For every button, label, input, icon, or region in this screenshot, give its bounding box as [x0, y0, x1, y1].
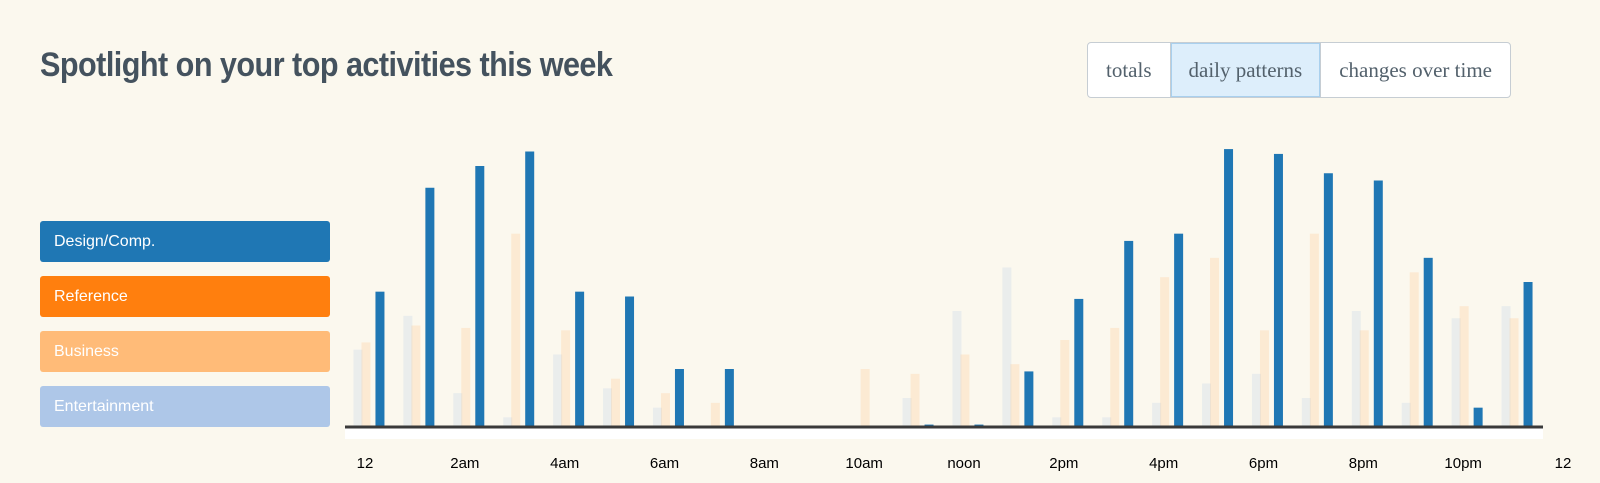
bar-business-3: [511, 233, 521, 427]
x-tick-label: 8am: [750, 455, 779, 472]
bar-business-10: [860, 369, 870, 427]
bar-entertainment-20: [1351, 311, 1361, 427]
x-tick-label: 12: [1555, 455, 1572, 472]
bar-business-1: [411, 325, 421, 427]
x-tick-label: 6am: [650, 455, 679, 472]
x-tick-label: 10pm: [1444, 455, 1482, 472]
bar-design-comp--2: [475, 166, 485, 427]
bar-business-0: [361, 342, 371, 427]
bar-business-20: [1359, 330, 1369, 427]
bar-business-18: [1259, 330, 1269, 427]
bar-design-comp--6: [674, 369, 684, 427]
bar-business-12: [960, 354, 970, 427]
bar-entertainment-15: [1102, 417, 1112, 427]
bar-entertainment-19: [1301, 398, 1311, 427]
bar-entertainment-21: [1401, 402, 1411, 427]
bar-business-15: [1110, 327, 1120, 427]
bar-business-17: [1210, 257, 1220, 427]
legend-item-business[interactable]: Business: [40, 331, 330, 372]
bar-design-comp--21: [1423, 257, 1433, 427]
bar-design-comp--3: [525, 151, 535, 427]
tab-totals[interactable]: totals: [1088, 43, 1171, 97]
bar-design-comp--23: [1523, 282, 1533, 427]
bar-entertainment-11: [902, 398, 912, 427]
axis-band: [345, 427, 1543, 439]
bar-business-11: [910, 373, 920, 427]
tab-daily-patterns[interactable]: daily patterns: [1170, 43, 1322, 97]
bar-design-comp--7: [724, 369, 734, 427]
x-tick-label: 12: [357, 455, 374, 472]
bar-entertainment-5: [603, 388, 613, 427]
bar-entertainment-13: [1002, 267, 1012, 427]
bar-business-22: [1459, 306, 1469, 427]
x-tick-label: 10am: [845, 455, 883, 472]
bar-business-13: [1010, 364, 1020, 427]
bar-design-comp--15: [1124, 240, 1134, 427]
bar-entertainment-2: [453, 393, 463, 427]
bar-design-comp--18: [1273, 153, 1283, 427]
bar-business-2: [461, 327, 471, 427]
bar-entertainment-0: [353, 349, 363, 427]
legend: Design/Comp. Reference Business Entertai…: [40, 221, 330, 441]
bar-business-23: [1509, 318, 1519, 427]
bar-entertainment-6: [652, 407, 662, 427]
page-title: Spotlight on your top activities this we…: [40, 46, 613, 84]
bar-design-comp--17: [1224, 149, 1234, 428]
bar-entertainment-3: [503, 417, 513, 427]
bar-design-comp--13: [1024, 371, 1034, 427]
x-tick-label: noon: [947, 455, 980, 472]
x-tick-label: 8pm: [1349, 455, 1378, 472]
bar-entertainment-14: [1052, 417, 1062, 427]
bar-design-comp--22: [1473, 407, 1483, 427]
x-tick-label: 6pm: [1249, 455, 1278, 472]
legend-item-reference[interactable]: Reference: [40, 276, 330, 317]
bar-entertainment-1: [403, 315, 413, 427]
bar-business-7: [710, 402, 720, 427]
bar-business-4: [561, 330, 571, 427]
bar-entertainment-23: [1501, 306, 1511, 427]
x-tick-label: 2am: [450, 455, 479, 472]
x-tick-label: 2pm: [1049, 455, 1078, 472]
bar-design-comp--4: [575, 291, 585, 427]
legend-item-entertainment[interactable]: Entertainment: [40, 386, 330, 427]
bar-design-comp--1: [425, 187, 435, 427]
bar-entertainment-22: [1451, 318, 1461, 427]
bar-business-6: [660, 393, 670, 427]
bar-entertainment-12: [952, 311, 962, 427]
x-tick-label: 4pm: [1149, 455, 1178, 472]
bar-entertainment-17: [1202, 383, 1212, 427]
bar-design-comp--19: [1323, 173, 1333, 427]
bar-entertainment-4: [553, 354, 563, 427]
bar-business-14: [1060, 340, 1070, 427]
bar-design-comp--20: [1373, 180, 1383, 427]
bar-business-16: [1160, 277, 1170, 427]
bar-business-5: [611, 378, 621, 427]
legend-item-design[interactable]: Design/Comp.: [40, 221, 330, 262]
bar-design-comp--16: [1174, 233, 1184, 427]
bar-design-comp--5: [625, 296, 635, 427]
tab-changes-over-time[interactable]: changes over time: [1339, 58, 1492, 82]
x-tick-label: 4am: [550, 455, 579, 472]
bar-business-19: [1309, 233, 1319, 427]
bar-entertainment-18: [1251, 373, 1261, 427]
bar-entertainment-16: [1152, 402, 1162, 427]
bar-design-comp--14: [1074, 298, 1084, 427]
view-tabs: totals daily patterns changes over time: [1087, 42, 1511, 98]
bar-design-comp--0: [375, 291, 385, 427]
bar-business-21: [1409, 272, 1419, 427]
